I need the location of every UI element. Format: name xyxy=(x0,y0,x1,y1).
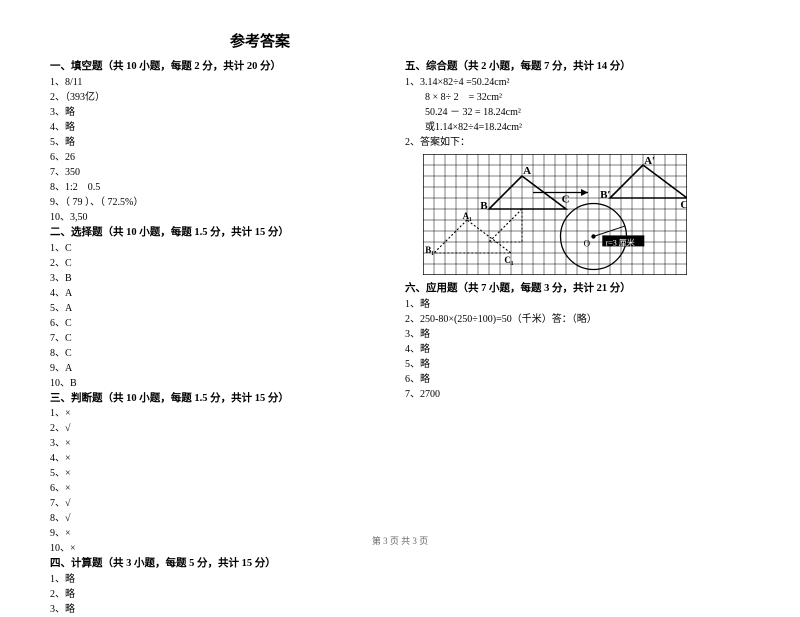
svg-text:O: O xyxy=(584,238,591,248)
fill-ans-5: 5、略 xyxy=(50,135,395,150)
judge-ans-7: 7、√ xyxy=(50,496,395,511)
choice-ans-9: 9、A xyxy=(50,361,395,376)
fill-ans-3: 3、略 xyxy=(50,105,395,120)
comp-ans-1d: 或1.14×82÷4=18.24cm² xyxy=(405,120,750,135)
svg-text:A: A xyxy=(523,165,531,177)
page-title: 参考答案 xyxy=(0,30,750,51)
app-ans-3: 3、略 xyxy=(405,327,750,342)
page-footer: 第 3 页 共 3 页 xyxy=(0,534,800,547)
comp-ans-1c: 50.24 － 32 = 18.24cm² xyxy=(405,105,750,120)
geometry-svg: A B C A′ B′ C′ A₁ B₁ C₁ Or=3 厘米 xyxy=(423,154,687,275)
choice-ans-2: 2、C xyxy=(50,256,395,271)
choice-ans-5: 5、A xyxy=(50,301,395,316)
svg-text:A₁: A₁ xyxy=(463,211,472,221)
choice-ans-8: 8、C xyxy=(50,346,395,361)
choice-ans-10: 10、B xyxy=(50,376,395,391)
svg-text:B: B xyxy=(480,200,488,212)
fill-ans-1: 1、8/11 xyxy=(50,75,395,90)
app-ans-1: 1、略 xyxy=(405,297,750,312)
fill-ans-6: 6、26 xyxy=(50,150,395,165)
fill-ans-8: 8、1:2 0.5 xyxy=(50,180,395,195)
svg-text:B₁: B₁ xyxy=(425,245,434,255)
choice-ans-1: 1、C xyxy=(50,241,395,256)
section-2-header: 二、选择题（共 10 小题，每题 1.5 分，共计 15 分） xyxy=(50,225,395,241)
judge-ans-1: 1、× xyxy=(50,406,395,421)
svg-text:A′: A′ xyxy=(644,155,655,167)
calc-ans-2: 2、略 xyxy=(50,587,395,602)
svg-text:C′: C′ xyxy=(680,199,687,211)
app-ans-5: 5、略 xyxy=(405,357,750,372)
fill-ans-2: 2、（393亿） xyxy=(50,90,395,105)
comp-ans-1b: 8 × 8÷ 2 = 32cm² xyxy=(405,90,750,105)
judge-ans-6: 6、× xyxy=(50,481,395,496)
app-ans-4: 4、略 xyxy=(405,342,750,357)
judge-ans-8: 8、√ xyxy=(50,511,395,526)
svg-text:B′: B′ xyxy=(600,189,610,201)
svg-text:r=3 厘米: r=3 厘米 xyxy=(606,237,635,247)
app-ans-7: 7、2700 xyxy=(405,387,750,402)
app-ans-6: 6、略 xyxy=(405,372,750,387)
fill-ans-9: 9、（ 79 ）、（ 72.5%） xyxy=(50,195,395,210)
judge-ans-2: 2、√ xyxy=(50,421,395,436)
calc-ans-1: 1、略 xyxy=(50,572,395,587)
judge-ans-4: 4、× xyxy=(50,451,395,466)
geometry-diagram: A B C A′ B′ C′ A₁ B₁ C₁ Or=3 厘米 xyxy=(423,154,750,275)
fill-ans-4: 4、略 xyxy=(50,120,395,135)
app-ans-2: 2、250-80×(250÷100)=50（千米）答：（略） xyxy=(405,312,750,327)
choice-ans-7: 7、C xyxy=(50,331,395,346)
calc-ans-3: 3、略 xyxy=(50,602,395,617)
section-6-header: 六、应用题（共 7 小题，每题 3 分，共计 21 分） xyxy=(405,281,750,297)
section-1-header: 一、填空题（共 10 小题，每题 2 分，共计 20 分） xyxy=(50,59,395,75)
section-5-header: 五、综合题（共 2 小题，每题 7 分，共计 14 分） xyxy=(405,59,750,75)
section-4-header: 四、计算题（共 3 小题，每题 5 分，共计 15 分） xyxy=(50,556,395,572)
choice-ans-4: 4、A xyxy=(50,286,395,301)
judge-ans-3: 3、× xyxy=(50,436,395,451)
choice-ans-6: 6、C xyxy=(50,316,395,331)
comp-ans-2a: 2、答案如下： xyxy=(405,135,750,150)
choice-ans-3: 3、B xyxy=(50,271,395,286)
fill-ans-10: 10、3,50 xyxy=(50,210,395,225)
section-3-header: 三、判断题（共 10 小题，每题 1.5 分，共计 15 分） xyxy=(50,391,395,407)
svg-text:C₁: C₁ xyxy=(504,255,513,265)
svg-text:C: C xyxy=(562,193,570,205)
comp-ans-1a: 1、3.14×82÷4 =50.24cm² xyxy=(405,75,750,90)
fill-ans-7: 7、350 xyxy=(50,165,395,180)
judge-ans-5: 5、× xyxy=(50,466,395,481)
